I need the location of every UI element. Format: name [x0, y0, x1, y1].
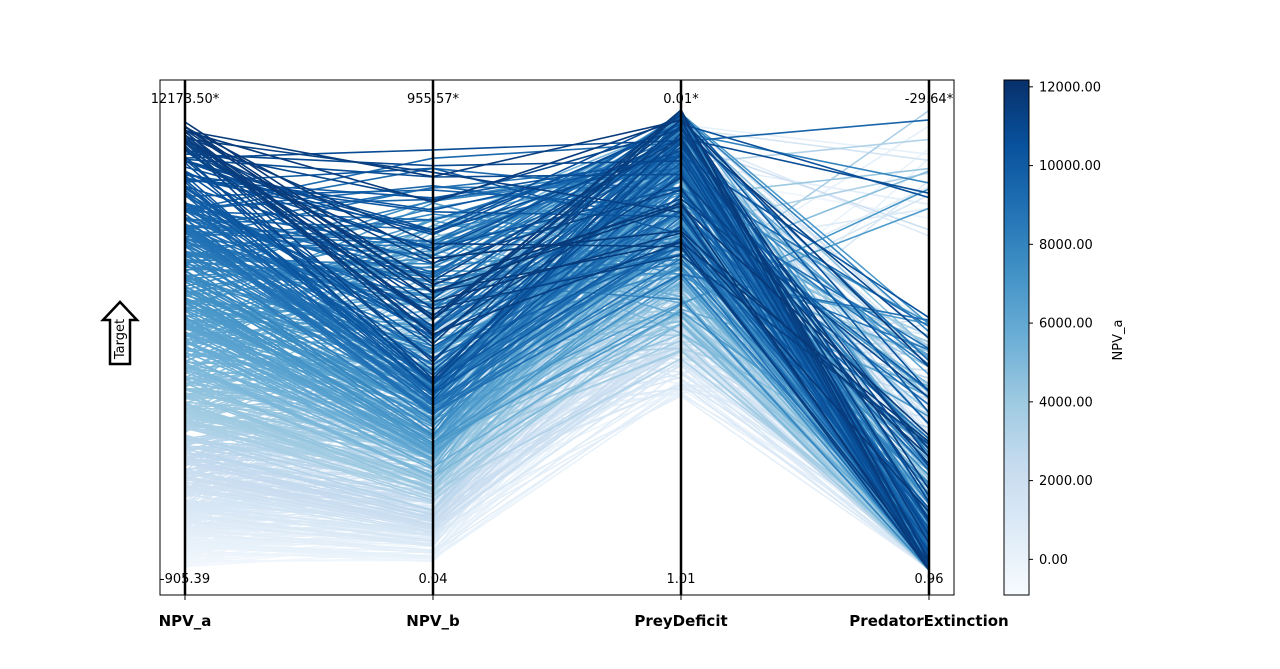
solution-line — [184, 276, 930, 567]
axis-top-label: 0.01* — [663, 92, 699, 107]
solution-line — [184, 198, 930, 393]
solution-line — [184, 125, 930, 522]
solution-line — [184, 119, 930, 544]
solution-line — [184, 123, 930, 236]
solution-line — [184, 128, 930, 339]
axis-name-npv_a: NPV_a — [159, 612, 212, 630]
colorbar-label: NPV_a — [1111, 320, 1126, 361]
target-indicator: Target — [100, 300, 140, 366]
solution-line — [184, 125, 930, 437]
solution-line — [184, 121, 930, 571]
colorbar-tick-label: 2000.00 — [1039, 474, 1093, 489]
solution-line — [184, 147, 930, 399]
solution-line — [184, 153, 930, 553]
solution-line — [184, 114, 930, 503]
solution-line — [184, 322, 930, 570]
solution-line — [184, 188, 930, 448]
axis-name-predatorextinction: PredatorExtinction — [849, 612, 1008, 630]
solution-line — [184, 136, 930, 252]
solution-line — [184, 262, 930, 570]
axes-group: 12173.50* -905.39 NPV_a 955.57* 0.04 NPV_b 0.0… — [151, 80, 1009, 630]
solution-line — [184, 201, 930, 556]
axis-top-label: -29.64* — [905, 92, 954, 107]
solution-line — [184, 108, 930, 561]
colorbar-tick-label: 6000.00 — [1039, 317, 1093, 332]
colorbar-tick-label: 12000.00 — [1039, 80, 1101, 95]
solution-line — [184, 312, 930, 571]
axis-bottom-label: -905.39 — [160, 572, 210, 587]
axis-bottom-label: 0.04 — [419, 572, 448, 587]
axis-bottom-label: 1.01 — [667, 572, 696, 587]
solution-line — [184, 337, 930, 566]
colorbar-tick-label: 0.00 — [1039, 553, 1068, 568]
solution-line — [184, 186, 930, 368]
solution-lines — [184, 108, 930, 571]
axis-name-npv_b: NPV_b — [406, 612, 460, 630]
axis-bottom-label: 0.96 — [915, 572, 944, 587]
axis-name-preydeficit: PreyDeficit — [634, 612, 727, 630]
target-arrow-icon — [100, 300, 140, 366]
solution-line — [184, 126, 930, 513]
target-label: Target — [113, 319, 128, 360]
colorbar-ticks: 0.00 2000.00 4000.00 6000.00 8000.00 10000.00… — [1029, 80, 1101, 568]
colorbar-tick-label: 8000.00 — [1039, 238, 1093, 253]
solution-line — [184, 179, 930, 509]
solution-line — [184, 108, 930, 571]
solution-line — [184, 145, 930, 468]
axis-top-label: 12173.50* — [151, 92, 220, 107]
solution-line — [184, 118, 930, 368]
solution-line — [184, 134, 930, 571]
axis-top-label: 955.57* — [407, 92, 459, 107]
colorbar-gradient — [1003, 79, 1030, 596]
colorbar-tick-label: 4000.00 — [1039, 395, 1093, 410]
colorbar-tick-label: 10000.00 — [1039, 159, 1101, 174]
colorbar: 0.00 2000.00 4000.00 6000.00 8000.00 10000.00… — [1003, 79, 1126, 596]
solution-line — [184, 215, 930, 407]
solution-line — [184, 370, 930, 569]
